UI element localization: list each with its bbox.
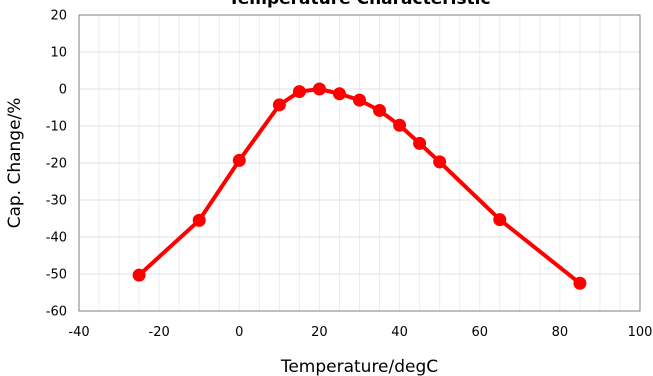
data-point (332, 87, 346, 101)
data-point (192, 213, 206, 227)
x-tick-label: -40 (68, 325, 89, 340)
data-point (312, 82, 326, 96)
data-point (413, 136, 427, 150)
y-tick-label: -10 (46, 120, 67, 135)
y-axis-ticks: -60 -50 -40 -30 -20 -10 0 10 20 (46, 9, 67, 320)
y-tick-label: -50 (46, 268, 67, 283)
y-tick-label: -60 (46, 305, 67, 320)
x-axis-ticks: -40 -20 0 20 40 60 80 100 (68, 325, 652, 340)
x-axis-label: Temperature/degC (280, 357, 438, 376)
data-point (573, 276, 587, 290)
x-tick-label: 20 (311, 325, 328, 340)
y-tick-label: -40 (46, 231, 67, 246)
data-point (292, 85, 306, 99)
x-tick-label: 100 (628, 325, 653, 340)
y-tick-label: -20 (46, 157, 67, 172)
data-point (433, 155, 447, 169)
x-tick-label: -20 (149, 325, 170, 340)
data-point (393, 118, 407, 132)
y-tick-label: 20 (50, 9, 67, 24)
y-tick-label: 10 (50, 46, 67, 61)
plot-area (78, 14, 641, 312)
x-tick-label: 60 (471, 325, 488, 340)
data-point (232, 153, 246, 167)
data-point (132, 268, 146, 282)
x-tick-label: 0 (235, 325, 243, 340)
data-points (132, 82, 587, 290)
chart-title: Temperature Characteristic (228, 0, 490, 9)
y-axis-label: Cap. Change/% (5, 98, 25, 229)
x-tick-label: 40 (391, 325, 408, 340)
x-tick-label: 80 (552, 325, 569, 340)
y-tick-label: -30 (46, 194, 67, 209)
data-point (272, 98, 286, 112)
y-tick-label: 0 (59, 83, 67, 98)
data-point (353, 93, 366, 107)
data-point (493, 213, 507, 227)
data-point (373, 103, 387, 117)
